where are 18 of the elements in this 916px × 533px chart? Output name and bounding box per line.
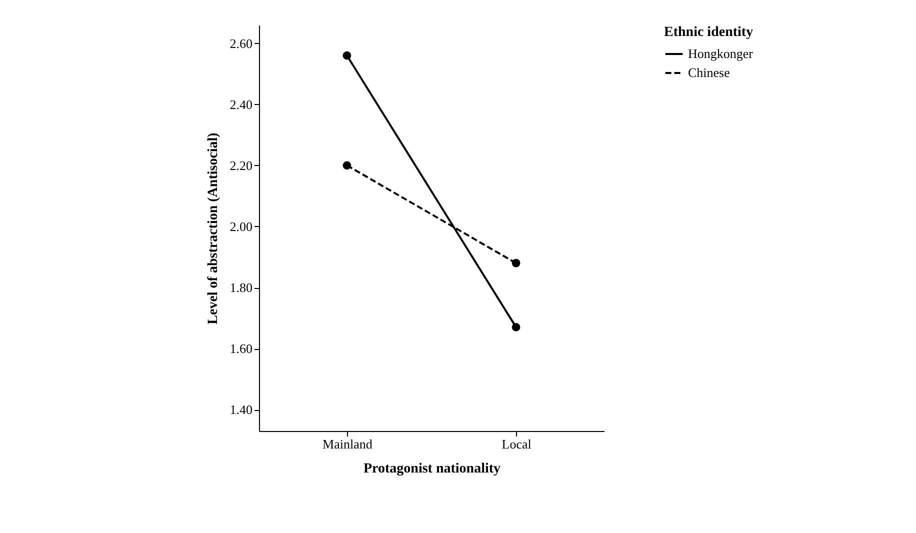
y-tick-label: 1.60	[230, 341, 252, 356]
point	[342, 161, 352, 170]
y-tick-label: 2.40	[230, 96, 252, 112]
x-tick-label: Local	[502, 436, 532, 452]
y-tick-label: 2.60	[230, 36, 252, 51]
legend-label: Hongkonger	[688, 46, 754, 61]
y-tick-label: 2.00	[230, 218, 252, 234]
legend-label: Chinese	[688, 65, 730, 80]
y-axis-title: Level of abstraction (Antisocial)	[206, 132, 221, 324]
y-tick-label: 2.20	[230, 158, 252, 173]
point	[512, 323, 520, 332]
x-axis-title: Protagonist nationality	[363, 462, 501, 476]
x-tick-label: Mainland	[322, 436, 373, 452]
y-tick-label: 1.40	[230, 402, 252, 418]
legend-title: Ethnic identity	[664, 25, 754, 40]
point	[512, 258, 520, 268]
point	[342, 51, 352, 60]
y-tick-label: 1.80	[230, 280, 252, 296]
